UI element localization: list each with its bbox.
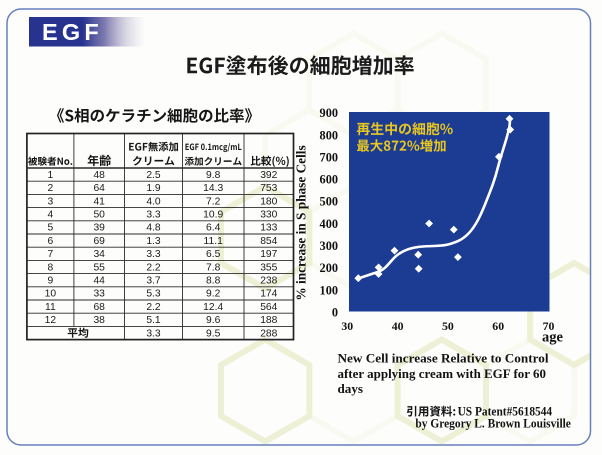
svg-text:3: 3 xyxy=(48,196,54,207)
svg-text:300: 300 xyxy=(320,239,338,253)
svg-text:55: 55 xyxy=(93,262,105,273)
svg-text:9.8: 9.8 xyxy=(206,170,221,181)
svg-text:1: 1 xyxy=(48,170,54,181)
svg-text:9.2: 9.2 xyxy=(206,289,221,300)
svg-text:69: 69 xyxy=(93,236,105,247)
svg-text:854: 854 xyxy=(260,236,277,247)
svg-text:39: 39 xyxy=(93,223,105,234)
svg-text:7.8: 7.8 xyxy=(206,262,221,273)
svg-text:1.9: 1.9 xyxy=(146,183,161,194)
svg-text:8.8: 8.8 xyxy=(206,276,221,287)
svg-text:3.7: 3.7 xyxy=(146,276,161,287)
svg-text:3.3: 3.3 xyxy=(146,328,161,339)
svg-text:40: 40 xyxy=(392,319,404,333)
svg-text:11: 11 xyxy=(45,302,56,313)
svg-text:EGF: EGF xyxy=(42,19,103,45)
svg-text:4.8: 4.8 xyxy=(146,223,161,234)
svg-text:10.9: 10.9 xyxy=(203,210,223,221)
svg-text:330: 330 xyxy=(260,210,277,221)
svg-text:174: 174 xyxy=(260,289,277,300)
svg-text:days: days xyxy=(338,381,363,396)
svg-text:4.0: 4.0 xyxy=(146,196,161,207)
svg-text:60: 60 xyxy=(492,319,504,333)
svg-text:34: 34 xyxy=(93,249,105,260)
svg-text:197: 197 xyxy=(260,249,277,260)
svg-text:9.5: 9.5 xyxy=(206,328,221,339)
svg-text:2.2: 2.2 xyxy=(146,302,161,313)
svg-text:7.2: 7.2 xyxy=(206,196,221,207)
svg-text:64: 64 xyxy=(93,183,105,194)
svg-text:188: 188 xyxy=(260,315,277,326)
svg-text:180: 180 xyxy=(260,196,277,207)
svg-text:50: 50 xyxy=(93,210,105,221)
svg-text:392: 392 xyxy=(260,170,277,181)
svg-text:New Cell increase Relative to: New Cell increase Relative to Control xyxy=(338,351,549,366)
svg-text:3.3: 3.3 xyxy=(146,249,161,260)
svg-text:48: 48 xyxy=(93,170,105,181)
svg-text:4: 4 xyxy=(48,210,54,221)
svg-text:30: 30 xyxy=(341,319,353,333)
svg-text:6: 6 xyxy=(48,236,54,247)
svg-text:68: 68 xyxy=(93,302,105,313)
svg-text:50: 50 xyxy=(442,319,454,333)
svg-text:2.5: 2.5 xyxy=(146,170,161,181)
svg-text:600: 600 xyxy=(320,173,338,187)
svg-text:US Patent#5618544: US Patent#5618544 xyxy=(458,405,552,419)
svg-text:200: 200 xyxy=(320,261,338,275)
svg-text:753: 753 xyxy=(260,183,277,194)
svg-text:44: 44 xyxy=(93,276,105,287)
svg-text:100: 100 xyxy=(320,283,338,297)
svg-text:age: age xyxy=(542,330,564,346)
svg-text:after applying cream with EGF: after applying cream with EGF for 60 xyxy=(338,366,547,381)
svg-text:700: 700 xyxy=(320,150,338,164)
svg-text:9.6: 9.6 xyxy=(206,315,221,326)
svg-text:5: 5 xyxy=(48,223,54,234)
svg-text:2: 2 xyxy=(48,183,54,194)
svg-text:11.1: 11.1 xyxy=(204,236,224,247)
svg-text:355: 355 xyxy=(260,262,277,273)
svg-text:1.3: 1.3 xyxy=(146,236,161,247)
svg-text:400: 400 xyxy=(320,217,338,231)
svg-text:38: 38 xyxy=(93,315,105,326)
svg-text:6.4: 6.4 xyxy=(206,223,221,234)
svg-text:900: 900 xyxy=(320,106,338,120)
svg-text:238: 238 xyxy=(260,276,277,287)
svg-text:14.3: 14.3 xyxy=(203,183,223,194)
svg-text:288: 288 xyxy=(260,328,277,339)
svg-text:3.3: 3.3 xyxy=(146,210,161,221)
svg-text:12: 12 xyxy=(45,315,57,326)
svg-text:2.2: 2.2 xyxy=(146,262,161,273)
svg-text:133: 133 xyxy=(260,223,277,234)
svg-text:0: 0 xyxy=(332,305,338,319)
svg-text:7: 7 xyxy=(48,249,54,260)
svg-text:500: 500 xyxy=(320,195,338,209)
svg-text:8: 8 xyxy=(48,262,54,273)
svg-text:5.1: 5.1 xyxy=(146,315,161,326)
svg-text:10: 10 xyxy=(45,289,57,300)
svg-text:564: 564 xyxy=(260,302,277,313)
svg-text:by Gregory L. Brown Louisville: by Gregory L. Brown Louisville xyxy=(415,416,571,430)
svg-text:5.3: 5.3 xyxy=(146,289,161,300)
svg-text:6.5: 6.5 xyxy=(206,249,221,260)
svg-text:800: 800 xyxy=(320,128,338,142)
svg-text:41: 41 xyxy=(93,196,105,207)
svg-text:12.4: 12.4 xyxy=(203,302,223,313)
svg-text:% increase in S phase Cells: % increase in S phase Cells xyxy=(294,145,309,300)
svg-text:70: 70 xyxy=(543,319,555,333)
svg-text:9: 9 xyxy=(48,276,54,287)
svg-text:33: 33 xyxy=(93,289,105,300)
